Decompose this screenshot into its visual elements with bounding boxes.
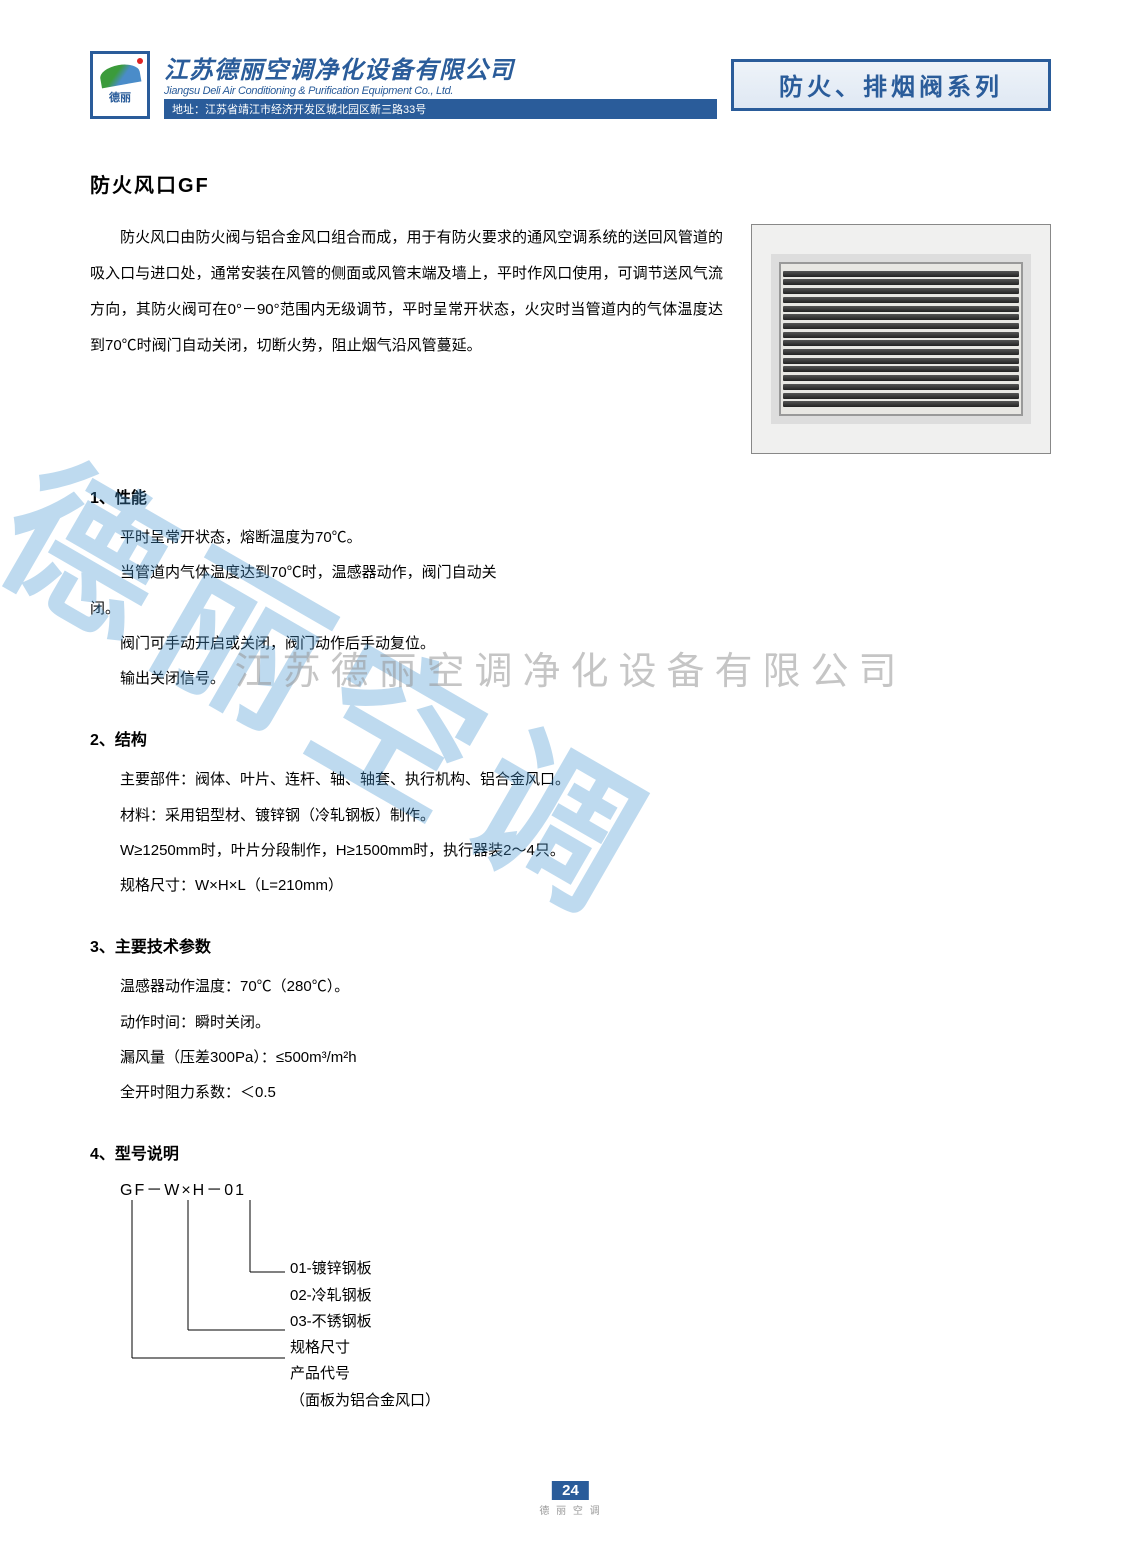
section-line: 输出关闭信号。 <box>90 661 1051 696</box>
section-line: 规格尺寸：W×H×L（L=210mm） <box>90 868 1051 903</box>
section-body: 温感器动作温度：70℃（280℃）。动作时间：瞬时关闭。漏风量（压差300Pa）… <box>90 969 1051 1110</box>
product-photo <box>751 224 1051 454</box>
section-head: 3、主要技术参数 <box>90 933 1051 957</box>
model-bracket-icon <box>120 1200 300 1400</box>
section-line: 漏风量（压差300Pa）：≤500m³/m²h <box>90 1040 1051 1075</box>
model-label: 03-不锈钢板 <box>290 1309 440 1335</box>
spec-sections: 1、性能平时呈常开状态，熔断温度为70℃。当管道内气体温度达到70℃时，温感器动… <box>90 484 1051 1110</box>
page-number: 24 <box>552 1481 589 1500</box>
company-block: 江苏德丽空调净化设备有限公司 Jiangsu Deli Air Conditio… <box>164 50 717 119</box>
section-line: 闭。 <box>90 591 1051 626</box>
section-line: 材料：采用铝型材、镀锌钢（冷轧钢板）制作。 <box>90 798 1051 833</box>
page-title: 防火风口GF <box>90 169 1051 198</box>
page-footer: 24 德 丽 空 调 <box>539 1481 601 1517</box>
section-line: 平时呈常开状态，熔断温度为70℃。 <box>90 520 1051 555</box>
model-label: 02-冷轧钢板 <box>290 1283 440 1309</box>
section-line: 当管道内气体温度达到70℃时，温感器动作，阀门自动关 <box>90 555 1051 590</box>
company-logo: 德丽 <box>90 51 150 119</box>
logo-text: 德丽 <box>109 89 131 105</box>
intro-text: 防火风口由防火阀与铝合金风口组合而成，用于有防火要求的通风空调系统的送回风管道的… <box>90 220 723 364</box>
model-diagram: GF－W×H－01 01-镀锌钢板 02-冷轧钢板 03-不锈钢板 规格尺寸 <box>120 1176 1051 1406</box>
section-line: 全开时阻力系数：＜0.5 <box>90 1075 1051 1110</box>
model-code: GF－W×H－01 <box>120 1176 1051 1200</box>
model-label: 产品代号 <box>290 1361 440 1387</box>
company-name-en: Jiangsu Deli Air Conditioning & Purifica… <box>164 85 717 97</box>
model-label: 规格尺寸 <box>290 1335 440 1361</box>
company-name-cn: 江苏德丽空调净化设备有限公司 <box>164 50 717 85</box>
intro-section: 防火风口由防火阀与铝合金风口组合而成，用于有防火要求的通风空调系统的送回风管道的… <box>90 220 1051 454</box>
section-line: 动作时间：瞬时关闭。 <box>90 1005 1051 1040</box>
section-line: W≥1250mm时，叶片分段制作，H≥1500mm时，执行器装2～4只。 <box>90 833 1051 868</box>
section-line: 温感器动作温度：70℃（280℃）。 <box>90 969 1051 1004</box>
section-body: 平时呈常开状态，熔断温度为70℃。当管道内气体温度达到70℃时，温感器动作，阀门… <box>90 520 1051 696</box>
company-address: 地址：江苏省靖江市经济开发区城北园区新三路33号 <box>164 99 717 119</box>
page: 德丽空调 江苏德丽空调净化设备有限公司 德丽 江苏德丽空调净化设备有限公司 Ji… <box>0 0 1141 1559</box>
series-title: 防火、排烟阀系列 <box>731 59 1051 111</box>
page-header: 德丽 江苏德丽空调净化设备有限公司 Jiangsu Deli Air Condi… <box>90 50 1051 119</box>
section-line: 阀门可手动开启或关闭，阀门动作后手动复位。 <box>90 626 1051 661</box>
section-line: 主要部件：阀体、叶片、连杆、轴、轴套、执行机构、铝合金风口。 <box>90 762 1051 797</box>
model-label: （面板为铝合金风口） <box>290 1388 440 1414</box>
section-head: 1、性能 <box>90 484 1051 508</box>
page-footer-sub: 德 丽 空 调 <box>539 1502 601 1517</box>
model-label: 01-镀锌钢板 <box>290 1256 440 1282</box>
section-model: 4、型号说明 GF－W×H－01 01-镀锌钢板 02-冷轧钢板 03-不锈 <box>90 1140 1051 1406</box>
model-labels: 01-镀锌钢板 02-冷轧钢板 03-不锈钢板 规格尺寸 产品代号 （面板为铝合… <box>290 1256 440 1414</box>
section-head: 2、结构 <box>90 726 1051 750</box>
section-body: 主要部件：阀体、叶片、连杆、轴、轴套、执行机构、铝合金风口。材料：采用铝型材、镀… <box>90 762 1051 903</box>
section-head: 4、型号说明 <box>90 1140 1051 1164</box>
vent-grille-icon <box>771 254 1031 424</box>
